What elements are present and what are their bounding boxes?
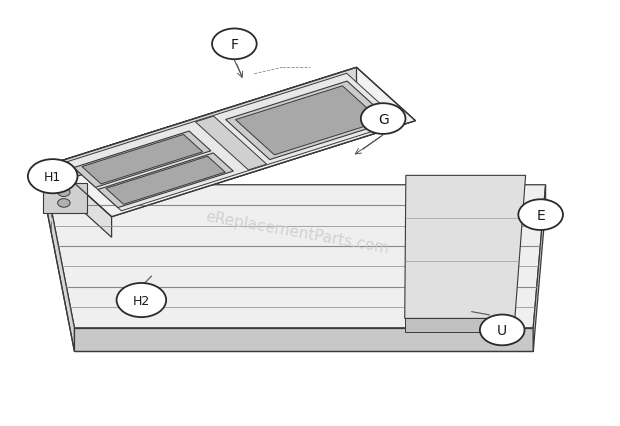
Polygon shape [53, 68, 356, 184]
Polygon shape [67, 74, 401, 211]
Polygon shape [195, 117, 267, 170]
Polygon shape [405, 319, 515, 332]
Polygon shape [236, 86, 381, 155]
Text: G: G [378, 112, 389, 126]
Circle shape [58, 188, 70, 197]
Circle shape [480, 315, 525, 345]
Polygon shape [98, 153, 233, 208]
Text: H2: H2 [133, 294, 150, 307]
Polygon shape [43, 183, 87, 213]
Circle shape [117, 283, 166, 317]
Polygon shape [405, 176, 526, 319]
Circle shape [58, 199, 70, 208]
Polygon shape [74, 132, 211, 188]
Polygon shape [53, 68, 415, 217]
Circle shape [518, 200, 563, 230]
Polygon shape [53, 164, 112, 238]
Polygon shape [74, 328, 533, 351]
Polygon shape [533, 185, 546, 351]
Polygon shape [46, 185, 546, 328]
Text: H1: H1 [44, 170, 61, 183]
Polygon shape [106, 157, 225, 205]
Circle shape [28, 160, 78, 194]
Circle shape [361, 104, 405, 135]
Text: E: E [536, 208, 545, 222]
Text: F: F [231, 38, 238, 52]
Polygon shape [226, 82, 391, 160]
Text: eReplacementParts.com: eReplacementParts.com [205, 209, 391, 256]
Text: U: U [497, 323, 507, 337]
Polygon shape [46, 185, 74, 351]
Circle shape [212, 29, 257, 60]
Polygon shape [82, 135, 203, 184]
